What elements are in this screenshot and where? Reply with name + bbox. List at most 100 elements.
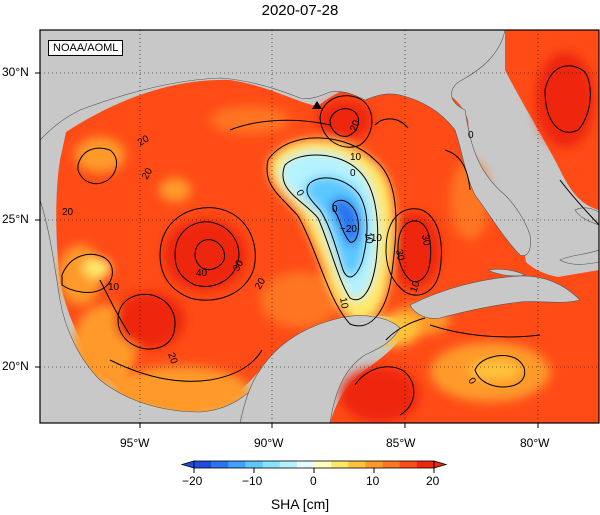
lon-label: 85°W <box>386 436 416 450</box>
contour-label: 20 <box>62 207 74 218</box>
contour-caribbean-20 <box>354 366 415 416</box>
lon-label: 80°W <box>520 436 550 450</box>
sha-north-shelf <box>210 106 290 134</box>
colorbar-segment <box>365 461 384 468</box>
contour-sw-20 <box>117 293 176 350</box>
contour-south-10 <box>109 349 263 382</box>
contour-cuba-20 <box>429 324 541 338</box>
colorbar-tick-label: 20 <box>426 474 440 488</box>
contour-label: 10 <box>362 232 375 245</box>
contour-atlantic-east <box>559 179 599 226</box>
contour-label: 40 <box>196 268 208 279</box>
contour-label: 0 <box>350 168 356 179</box>
sha-west-mid <box>159 178 191 202</box>
colorbar-segment <box>262 461 281 468</box>
contour-label: 10 <box>408 279 422 294</box>
contour-north-eddy <box>329 108 359 137</box>
contour-label: −20 <box>340 224 357 235</box>
sha-central-band <box>260 272 340 328</box>
contour-label: 20 <box>348 118 362 133</box>
credit-label: NOAA/AOML <box>48 40 124 56</box>
lat-label: 30°N <box>2 65 29 79</box>
contour-west-10 <box>61 253 113 293</box>
contour-label: 20 <box>253 276 268 292</box>
sha-high-southwest <box>115 292 185 348</box>
sha-caribbean-yellow <box>469 360 521 380</box>
contour-label: 20 <box>165 351 179 366</box>
colorbar-ticks <box>193 468 435 473</box>
colorbar-segment <box>194 461 212 468</box>
contour-west-eddy-40 <box>194 239 225 271</box>
sha-high-caribbean <box>340 367 420 423</box>
contour-label: 30 <box>393 249 406 262</box>
colorbar-segment <box>399 461 418 468</box>
sha-high-eddy-west <box>163 219 247 291</box>
contour-east-eddy-30 <box>397 220 432 283</box>
sha-low-loop-inner <box>305 176 367 277</box>
contour-ne-20 <box>374 118 409 129</box>
contour-central-20 <box>99 279 131 336</box>
caribbean-east <box>540 270 599 423</box>
land-florida-keys <box>487 268 526 277</box>
frame-ticks <box>35 72 539 428</box>
contour-label: 10 <box>337 297 350 310</box>
lat-label: 25°N <box>2 212 29 226</box>
contour-label: −10 <box>365 233 382 244</box>
lat-label: 20°N <box>2 359 29 373</box>
buoy-marker <box>312 101 322 109</box>
land-bahamas-2 <box>574 207 599 226</box>
contour-caribbean-0 <box>474 355 526 388</box>
contour-loop-minus10 <box>306 177 368 278</box>
contour-florida-0 <box>444 149 471 191</box>
lon-label: 95°W <box>120 436 150 450</box>
contour-loop-10 <box>266 137 397 327</box>
colorbar-arrow-low <box>180 460 195 469</box>
contour-loop-0 <box>282 154 379 301</box>
contour-label: 30 <box>419 234 432 247</box>
colorbar-tick-label: −20 <box>182 474 203 488</box>
colorbar-segment <box>245 461 264 468</box>
colorbar-segment <box>228 461 246 468</box>
map-title: 2020-07-28 <box>261 2 339 19</box>
colorbar-segment <box>211 461 229 468</box>
land-bahamas <box>559 249 599 265</box>
contour-label: 20 <box>136 133 152 148</box>
colorbar-tick-label: 0 <box>310 474 317 488</box>
sha-high-north <box>317 100 373 140</box>
contour-label: 0 <box>332 204 338 215</box>
colorbar-arrow-high <box>433 460 448 469</box>
land-us-gulf-coast <box>40 30 531 256</box>
contour-east-10 <box>385 317 426 341</box>
contour-west-eddy-20 <box>159 207 256 301</box>
graticule <box>40 30 599 423</box>
sha-low-loop-core <box>330 197 361 247</box>
contour-label: 10 <box>350 152 362 163</box>
colorbar-segment <box>382 461 401 468</box>
contour-label-group: 20 20 20 20 10 10 10 10 0 0 0 −10 −20 20… <box>62 118 478 386</box>
contour-label: 0 <box>293 188 306 199</box>
contour-loop-minus20 <box>332 199 359 243</box>
contour-label: 20 <box>140 166 155 182</box>
contour-label: 0 <box>465 376 478 387</box>
contour-label: 10 <box>108 282 120 293</box>
colorbar-segment <box>314 461 332 468</box>
contour-label: 0 <box>468 130 474 141</box>
colorbar <box>180 460 448 469</box>
land-masses <box>40 30 599 423</box>
contour-atlantic-eddy <box>544 65 591 133</box>
map-frame <box>39 29 600 424</box>
colorbar-segment <box>416 461 435 468</box>
land-cuba <box>409 275 581 319</box>
colorbar-tick-label: −10 <box>242 474 263 488</box>
contour-west-eddy-30 <box>174 221 240 287</box>
contour-north-20 <box>229 119 331 131</box>
colorbar-segment <box>331 461 349 468</box>
colorbar-label: SHA [cm] <box>270 496 330 512</box>
colorbar-tick-label: 10 <box>366 474 380 488</box>
colorbar-segment <box>279 461 298 468</box>
colorbar-segment <box>348 461 366 468</box>
colorbar-segment <box>296 461 315 468</box>
sha-nw-shelf <box>75 137 125 173</box>
contour-north-eddy-outer <box>319 95 373 148</box>
